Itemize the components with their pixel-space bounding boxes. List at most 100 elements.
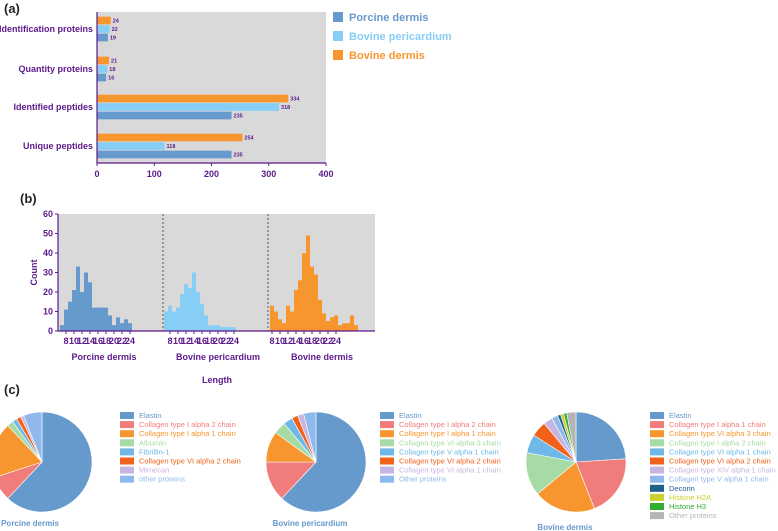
category-label: Unique peptides [23,141,93,151]
histogram-bar-porcine-dermis [64,309,68,331]
x-tick-label: 22 [221,336,231,346]
histogram-bar-porcine-dermis [124,319,128,331]
panel-label-c: (c) [4,382,20,397]
histogram-bar-bovine-dermis [282,323,286,331]
histogram-bar-bovine-pericardium [184,284,188,331]
histogram-bar-bovine-dermis [338,325,342,331]
pie-legend-swatch [650,484,664,492]
x-tick-label: 12 [181,336,191,346]
pie-legend-label: Mimecan [139,466,169,475]
histogram-bar-bovine-pericardium [220,327,224,331]
pie-legend-label: Collagen type VI alpha 1 chain [669,447,771,456]
bar-bovine-dermis [97,16,111,25]
pie-legend-swatch [120,448,134,456]
group-label: Porcine dermis [71,352,136,362]
pie-legend-swatch [380,448,394,456]
histogram-bar-bovine-dermis [294,290,298,331]
y-tick-label: 50 [43,229,53,239]
y-tick-label: 40 [43,248,53,258]
pie-legend-label: Other proteins [669,511,717,520]
histogram-bar-porcine-dermis [76,266,80,331]
x-tick-label: 10 [275,336,285,346]
pie-slice-other-proteins [566,411,577,463]
histogram-bar-bovine-dermis [318,299,322,331]
pie-legend-label: Collagen type VI alpha 2 chain [669,457,771,466]
bar-bovine-pericardium [97,103,280,111]
histogram-bar-bovine-dermis [334,315,338,331]
legend-swatch [333,31,343,41]
x-tick-label: 400 [318,169,333,179]
pie-slice-collagen-type-vi-alpha-3-chain [537,461,595,513]
pie-legend-label: Collagen type VI alpha 3 chain [669,429,771,438]
histogram-bar-bovine-dermis [326,321,330,331]
x-tick-label: 10 [173,336,183,346]
bar-bovine-pericardium [97,25,110,33]
pie-legend-label: Elastin [669,411,692,420]
pie-slice-elastin [575,411,627,463]
histogram-bar-bovine-pericardium [208,325,212,331]
pie-legend-label: Elastin [399,411,422,420]
histogram-bar-bovine-pericardium [176,307,180,331]
histogram-bar-bovine-dermis [322,313,326,331]
pie-legend-swatch [650,503,664,510]
x-tick-label: 14 [291,336,301,346]
pie-legend-label: Decorin [669,484,695,493]
chart-b-xlabel: Length [202,375,232,385]
histogram-bar-porcine-dermis [92,307,96,331]
data-label: 118 [167,144,176,150]
histogram-bar-bovine-pericardium [224,327,228,331]
pie-legend-label: Collagen type I alpha 1 chain [399,429,496,438]
pie-legend-label: Collagen type I alpha 1 chain [139,429,236,438]
pie-title: Bovine dermis [537,523,593,531]
histogram-bar-bovine-pericardium [180,293,184,331]
x-tick-label: 8 [167,336,172,346]
x-tick-label: 16 [299,336,309,346]
pie-legend-label: Collagen type VI alpha 1 chain [399,466,501,475]
histogram-bar-bovine-pericardium [200,303,204,331]
pie-legend-swatch [650,421,664,429]
histogram-bar-porcine-dermis [96,307,100,331]
pie-slice-elastin [7,411,93,513]
y-tick-label: 20 [43,287,53,297]
chart-b-plot-area [58,214,375,331]
pie-legend-swatch [380,430,394,438]
pie-legend-label: Collagen type I alpha 2 chain [669,438,766,447]
x-tick-label: 18 [101,336,111,346]
histogram-bar-bovine-dermis [330,317,334,331]
pie-legend-swatch [650,493,664,501]
bar-porcine-dermis [97,73,107,82]
histogram-bar-porcine-dermis [100,307,104,331]
data-label: 19 [110,36,116,42]
legend-swatch [333,50,343,60]
pie-legend-swatch [650,466,664,474]
pie-legend-label: Histone H2A [669,493,711,502]
pie-legend-label: Elastin [139,411,162,420]
pie-legend-swatch [650,430,664,438]
panel-label-a: (a) [4,1,20,16]
x-tick-label: 12 [283,336,293,346]
pie-legend-swatch [120,439,134,447]
pie-legend-swatch [380,457,394,465]
chart-b-ylabel: Count [29,260,39,286]
histogram-bar-bovine-dermis [350,315,354,331]
histogram-bar-bovine-pericardium [232,327,236,331]
data-label: 16 [108,76,114,82]
pie-legend-swatch [650,457,664,465]
pie-legend-label: Fibrillin-1 [139,447,169,456]
pie-legend-label: Collagen type I alpha 1 chain [669,420,766,429]
histogram-bar-bovine-pericardium [188,288,192,331]
group-label: Bovine pericardium [176,352,260,362]
pie-legend-swatch [120,466,134,474]
histogram-bar-bovine-dermis [278,319,282,331]
pie-legend-swatch [380,412,394,419]
x-tick-label: 18 [205,336,215,346]
pie-slice-elastin [281,411,367,513]
data-label: 235 [234,153,243,159]
x-tick-label: 8 [63,336,68,346]
pie-legend-label: Collagen type VI alpha 3 chain [399,438,501,447]
x-tick-label: 24 [125,336,135,346]
pie-legend-label: Histone H3 [669,502,706,511]
